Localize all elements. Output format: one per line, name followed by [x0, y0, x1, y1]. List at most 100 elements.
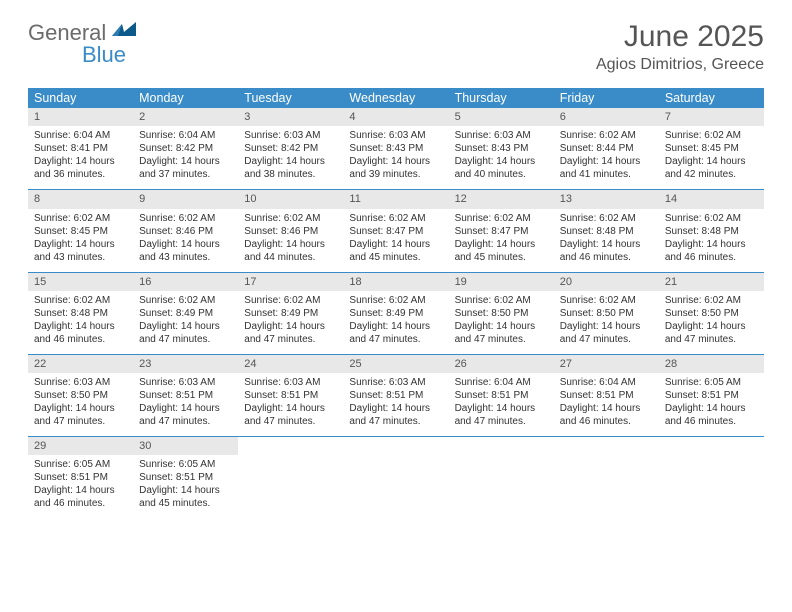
sunrise-text: Sunrise: 6:05 AM [34, 458, 127, 471]
sunrise-text: Sunrise: 6:02 AM [34, 212, 127, 225]
sunrise-text: Sunrise: 6:02 AM [244, 212, 337, 225]
day-number: 13 [554, 190, 659, 208]
daylight-text: Daylight: 14 hours and 37 minutes. [139, 155, 232, 181]
calendar-day: 7Sunrise: 6:02 AMSunset: 8:45 PMDaylight… [659, 108, 764, 190]
day-number: 26 [449, 355, 554, 373]
day-number: 9 [133, 190, 238, 208]
sunrise-text: Sunrise: 6:04 AM [34, 129, 127, 142]
calendar-day: 17Sunrise: 6:02 AMSunset: 8:49 PMDayligh… [238, 272, 343, 354]
sunset-text: Sunset: 8:48 PM [560, 225, 653, 238]
calendar-day: 27Sunrise: 6:04 AMSunset: 8:51 PMDayligh… [554, 354, 659, 436]
day-body: Sunrise: 6:02 AMSunset: 8:47 PMDaylight:… [343, 209, 448, 272]
day-number: 12 [449, 190, 554, 208]
sunset-text: Sunset: 8:44 PM [560, 142, 653, 155]
calendar-day [449, 437, 554, 519]
daylight-text: Daylight: 14 hours and 47 minutes. [349, 402, 442, 428]
day-number: 7 [659, 108, 764, 126]
sunrise-text: Sunrise: 6:02 AM [139, 294, 232, 307]
daylight-text: Daylight: 14 hours and 36 minutes. [34, 155, 127, 181]
calendar-day: 26Sunrise: 6:04 AMSunset: 8:51 PMDayligh… [449, 354, 554, 436]
sunrise-text: Sunrise: 6:02 AM [34, 294, 127, 307]
sunrise-text: Sunrise: 6:02 AM [455, 294, 548, 307]
calendar-day: 9Sunrise: 6:02 AMSunset: 8:46 PMDaylight… [133, 190, 238, 272]
sunrise-text: Sunrise: 6:02 AM [665, 129, 758, 142]
calendar-day: 6Sunrise: 6:02 AMSunset: 8:44 PMDaylight… [554, 108, 659, 190]
sunrise-text: Sunrise: 6:02 AM [665, 294, 758, 307]
day-number: 17 [238, 273, 343, 291]
sunset-text: Sunset: 8:50 PM [560, 307, 653, 320]
day-body: Sunrise: 6:03 AMSunset: 8:51 PMDaylight:… [238, 373, 343, 436]
sunrise-text: Sunrise: 6:02 AM [349, 212, 442, 225]
logo-text: General Blue [28, 20, 136, 68]
day-number: 19 [449, 273, 554, 291]
day-body: Sunrise: 6:02 AMSunset: 8:46 PMDaylight:… [238, 209, 343, 272]
daylight-text: Daylight: 14 hours and 39 minutes. [349, 155, 442, 181]
day-number: 20 [554, 273, 659, 291]
daylight-text: Daylight: 14 hours and 47 minutes. [244, 402, 337, 428]
sunset-text: Sunset: 8:48 PM [34, 307, 127, 320]
calendar-day: 11Sunrise: 6:02 AMSunset: 8:47 PMDayligh… [343, 190, 448, 272]
sunrise-text: Sunrise: 6:05 AM [665, 376, 758, 389]
daylight-text: Daylight: 14 hours and 43 minutes. [139, 238, 232, 264]
calendar-day: 18Sunrise: 6:02 AMSunset: 8:49 PMDayligh… [343, 272, 448, 354]
sunset-text: Sunset: 8:50 PM [665, 307, 758, 320]
day-number: 1 [28, 108, 133, 126]
daylight-text: Daylight: 14 hours and 45 minutes. [455, 238, 548, 264]
day-number: 23 [133, 355, 238, 373]
daylight-text: Daylight: 14 hours and 47 minutes. [349, 320, 442, 346]
calendar-day: 2Sunrise: 6:04 AMSunset: 8:42 PMDaylight… [133, 108, 238, 190]
calendar-table: SundayMondayTuesdayWednesdayThursdayFrid… [28, 88, 764, 518]
title-block: June 2025 Agios Dimitrios, Greece [596, 20, 764, 74]
sunset-text: Sunset: 8:51 PM [139, 389, 232, 402]
daylight-text: Daylight: 14 hours and 45 minutes. [349, 238, 442, 264]
calendar-header-row: SundayMondayTuesdayWednesdayThursdayFrid… [28, 88, 764, 108]
day-body: Sunrise: 6:05 AMSunset: 8:51 PMDaylight:… [659, 373, 764, 436]
day-number: 30 [133, 437, 238, 455]
weekday-header: Friday [554, 88, 659, 108]
sunrise-text: Sunrise: 6:02 AM [139, 212, 232, 225]
day-body: Sunrise: 6:02 AMSunset: 8:48 PMDaylight:… [28, 291, 133, 354]
sunrise-text: Sunrise: 6:02 AM [560, 129, 653, 142]
weekday-header: Thursday [449, 88, 554, 108]
calendar-day: 30Sunrise: 6:05 AMSunset: 8:51 PMDayligh… [133, 437, 238, 519]
calendar-day: 5Sunrise: 6:03 AMSunset: 8:43 PMDaylight… [449, 108, 554, 190]
daylight-text: Daylight: 14 hours and 46 minutes. [34, 484, 127, 510]
day-body: Sunrise: 6:04 AMSunset: 8:42 PMDaylight:… [133, 126, 238, 189]
day-body: Sunrise: 6:03 AMSunset: 8:50 PMDaylight:… [28, 373, 133, 436]
calendar-day: 14Sunrise: 6:02 AMSunset: 8:48 PMDayligh… [659, 190, 764, 272]
sunrise-text: Sunrise: 6:02 AM [560, 294, 653, 307]
day-body: Sunrise: 6:03 AMSunset: 8:42 PMDaylight:… [238, 126, 343, 189]
day-number: 29 [28, 437, 133, 455]
weekday-header: Sunday [28, 88, 133, 108]
sunrise-text: Sunrise: 6:02 AM [244, 294, 337, 307]
daylight-text: Daylight: 14 hours and 47 minutes. [665, 320, 758, 346]
calendar-day: 29Sunrise: 6:05 AMSunset: 8:51 PMDayligh… [28, 437, 133, 519]
day-number: 24 [238, 355, 343, 373]
sunset-text: Sunset: 8:51 PM [665, 389, 758, 402]
calendar-day [659, 437, 764, 519]
calendar-week: 22Sunrise: 6:03 AMSunset: 8:50 PMDayligh… [28, 354, 764, 436]
calendar-week: 15Sunrise: 6:02 AMSunset: 8:48 PMDayligh… [28, 272, 764, 354]
sunset-text: Sunset: 8:51 PM [139, 471, 232, 484]
day-body: Sunrise: 6:02 AMSunset: 8:44 PMDaylight:… [554, 126, 659, 189]
sunrise-text: Sunrise: 6:02 AM [455, 212, 548, 225]
daylight-text: Daylight: 14 hours and 47 minutes. [455, 320, 548, 346]
sunrise-text: Sunrise: 6:03 AM [349, 376, 442, 389]
day-number: 3 [238, 108, 343, 126]
daylight-text: Daylight: 14 hours and 46 minutes. [34, 320, 127, 346]
calendar-day: 22Sunrise: 6:03 AMSunset: 8:50 PMDayligh… [28, 354, 133, 436]
day-number: 6 [554, 108, 659, 126]
sunrise-text: Sunrise: 6:02 AM [665, 212, 758, 225]
sunrise-text: Sunrise: 6:05 AM [139, 458, 232, 471]
day-body: Sunrise: 6:03 AMSunset: 8:43 PMDaylight:… [343, 126, 448, 189]
sunrise-text: Sunrise: 6:04 AM [455, 376, 548, 389]
day-number: 8 [28, 190, 133, 208]
sunset-text: Sunset: 8:47 PM [349, 225, 442, 238]
sunset-text: Sunset: 8:42 PM [139, 142, 232, 155]
calendar-week: 29Sunrise: 6:05 AMSunset: 8:51 PMDayligh… [28, 437, 764, 519]
sunset-text: Sunset: 8:51 PM [244, 389, 337, 402]
day-body: Sunrise: 6:02 AMSunset: 8:45 PMDaylight:… [28, 209, 133, 272]
calendar-day: 1Sunrise: 6:04 AMSunset: 8:41 PMDaylight… [28, 108, 133, 190]
calendar-day: 21Sunrise: 6:02 AMSunset: 8:50 PMDayligh… [659, 272, 764, 354]
daylight-text: Daylight: 14 hours and 41 minutes. [560, 155, 653, 181]
